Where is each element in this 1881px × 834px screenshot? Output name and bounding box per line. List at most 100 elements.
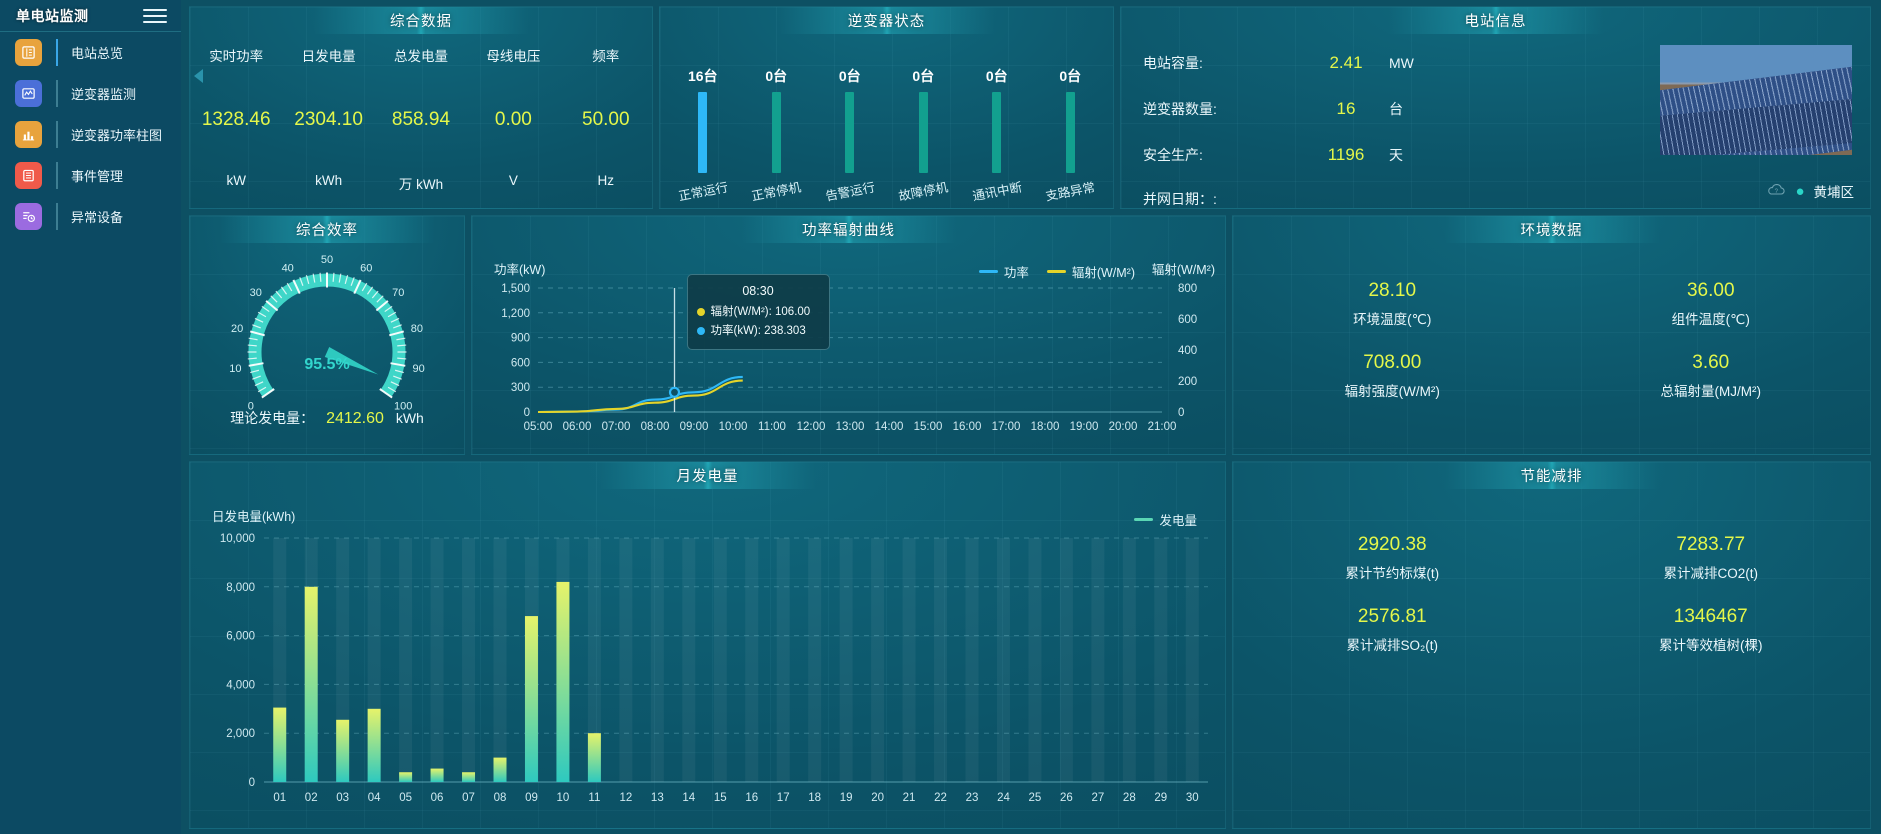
tooltip-row: 功率(kW): 238.303 (696, 322, 820, 341)
summary-unit: 万 kWh (398, 177, 444, 192)
theoretical-generation: 理论发电量： 2412.60 kWh (190, 408, 464, 428)
dashboard-main: 综合数据 实时功率 日发电量 总发电量 母线电压 频率 1328.46 2304.10 858… (181, 0, 1881, 834)
month-legend: 发电量 (1134, 510, 1197, 529)
curve-y2-tick: 0 (1178, 407, 1184, 419)
sidebar-item-1[interactable]: 电站总览 (0, 32, 181, 73)
month-bar[interactable] (524, 616, 538, 782)
month-x-tick: 06 (431, 792, 444, 804)
curve-x-tick: 12:00 (797, 421, 826, 433)
app-title: 单电站监测 (16, 7, 89, 24)
curve-y-tick: 1,500 (501, 283, 530, 295)
cloud-icon[interactable]: ? (1766, 183, 1786, 200)
month-bar[interactable] (493, 757, 507, 782)
legend-item[interactable]: 功率 (978, 262, 1029, 281)
gauge-tick-label: 50 (321, 254, 333, 266)
curve-x-tick: 13:00 (836, 421, 865, 433)
month-bar-track (1122, 538, 1136, 782)
panel-title-efficiency: 综合效率 (219, 216, 435, 243)
month-bar-track (1185, 538, 1199, 782)
inverter-status-count: 0台 (838, 68, 861, 84)
month-y-tick: 2,000 (226, 728, 255, 740)
curve-chart-svg: 0 300 600 900 1,200 1,500 0 200 400 600 800 05:00 06… (501, 283, 1197, 433)
sidebar-item-2[interactable]: 逆变器监测 (0, 73, 181, 114)
station-info-unit: 天 (1389, 147, 1403, 163)
tooltip-dot (696, 308, 705, 317)
month-bar[interactable] (556, 581, 570, 782)
station-footer: ? ● 黄埔区 (1766, 181, 1854, 201)
sidebar: 单电站监测 电站总览 逆变器监测 逆变器功率柱图 事件管理 异常设备 (0, 0, 181, 834)
month-x-tick: 17 (777, 792, 790, 804)
metric-caption: 总辐射量(MJ/M²) (1660, 384, 1761, 399)
gauge-tick-label: 70 (392, 287, 404, 299)
summary-label: 总发电量 (393, 49, 448, 64)
curve-y-tick: 600 (511, 357, 530, 369)
sidebar-item-indicator (56, 121, 58, 148)
prev-station-arrow[interactable] (194, 69, 203, 83)
month-bar[interactable] (304, 586, 318, 782)
month-bar[interactable] (336, 719, 350, 782)
inverter-status-label: 告警运行 (824, 180, 876, 204)
month-bar[interactable] (399, 772, 413, 782)
sidebar-item-5[interactable]: 异常设备 (0, 196, 181, 237)
inverter-status-item[interactable]: 0台 告警运行 (816, 66, 884, 204)
inverter-status-item[interactable]: 0台 通讯中断 (963, 66, 1031, 204)
month-bar[interactable] (587, 733, 601, 782)
sidebar-item-4[interactable]: 事件管理 (0, 155, 181, 196)
metric-value: 36.00 (1686, 280, 1735, 301)
month-x-tick: 26 (1060, 792, 1073, 804)
curve-x-tick: 18:00 (1031, 421, 1060, 433)
station-info-row: 逆变器数量: 16 台 (1143, 99, 1573, 145)
inverter-status-item[interactable]: 16台 正常运行 (669, 66, 737, 204)
legend-swatch (1046, 270, 1066, 273)
curve-x-tick: 07:00 (602, 421, 631, 433)
inverter-status-item[interactable]: 0台 支路异常 (1036, 66, 1104, 204)
legend-label: 发电量 (1159, 514, 1197, 528)
month-x-tick: 11 (588, 792, 600, 804)
month-bar-track (399, 538, 413, 782)
curve-series-y2 (537, 379, 743, 414)
curve-plot-area: 0 300 600 900 1,200 1,500 0 200 400 600 800 05:00 06… (472, 216, 1227, 456)
curve-x-tick: 21:00 (1148, 421, 1177, 433)
inverter-status-count: 16台 (687, 68, 718, 84)
inverter-status-item[interactable]: 0台 正常停机 (742, 66, 810, 204)
month-bar[interactable] (462, 772, 476, 782)
curve-x-tick: 17:00 (992, 421, 1021, 433)
panel-station-info: 电站信息 电站容量: 2.41 MW 逆变器数量: 16 台安全生产: 1196 … (1120, 6, 1871, 209)
panel-environment-data: 环境数据 28.10 36.00 环境温度(℃) 组件温度(℃) 708.00 3… (1232, 215, 1871, 455)
station-info-row: 安全生产: 1196 天 (1143, 145, 1573, 191)
month-bar-track (462, 538, 476, 782)
sidebar-item-3[interactable]: 逆变器功率柱图 (0, 114, 181, 155)
inverter-status-bar (698, 92, 708, 173)
month-bar-track (776, 538, 790, 782)
summary-value: 2304.10 (294, 109, 363, 130)
metric-value: 28.10 (1368, 280, 1417, 301)
panel-title-curve: 功率辐射曲线 (741, 216, 956, 243)
month-bar[interactable] (367, 708, 381, 782)
monitor-icon (15, 80, 42, 107)
month-x-tick: 09 (525, 792, 538, 804)
station-info-value: 16 (1336, 99, 1356, 118)
panel-monthly-generation: 月发电量 日发电量(kWh) 发电量 0 2,000 4,000 6,000 8,000… (189, 461, 1226, 829)
month-bar[interactable] (273, 707, 287, 782)
month-bar[interactable] (430, 768, 444, 782)
tooltip-dot (696, 327, 705, 336)
hamburger-menu-icon[interactable] (143, 8, 167, 23)
chart-tooltip: 08:30 辐射(W/M²): 106.00 功率(kW): 238.303 (686, 274, 830, 350)
month-x-tick: 29 (1154, 792, 1167, 804)
month-bar-track (1091, 538, 1105, 782)
month-bar-track (871, 538, 885, 782)
curve-y2-axis-title: 辐射(W/M²) (1151, 263, 1215, 277)
inverter-status-item[interactable]: 0台 故障停机 (889, 66, 957, 204)
legend-item[interactable]: 辐射(W/M²) (1046, 262, 1135, 281)
curve-y-axis-title: 功率(kW) (494, 263, 546, 277)
month-bar-track (1154, 538, 1168, 782)
month-y-tick: 8,000 (226, 582, 255, 594)
station-info-value: 1196 (1327, 145, 1365, 164)
legend-item[interactable]: 发电量 (1134, 510, 1197, 529)
sidebar-item-label: 事件管理 (71, 169, 124, 184)
month-bar-track (650, 538, 664, 782)
inverter-status-count: 0台 (985, 68, 1008, 84)
grid-connection-date: 并网日期：: (1143, 191, 1217, 207)
inverter-status-label: 故障停机 (897, 180, 950, 204)
summary-value: 0.00 (494, 109, 532, 130)
